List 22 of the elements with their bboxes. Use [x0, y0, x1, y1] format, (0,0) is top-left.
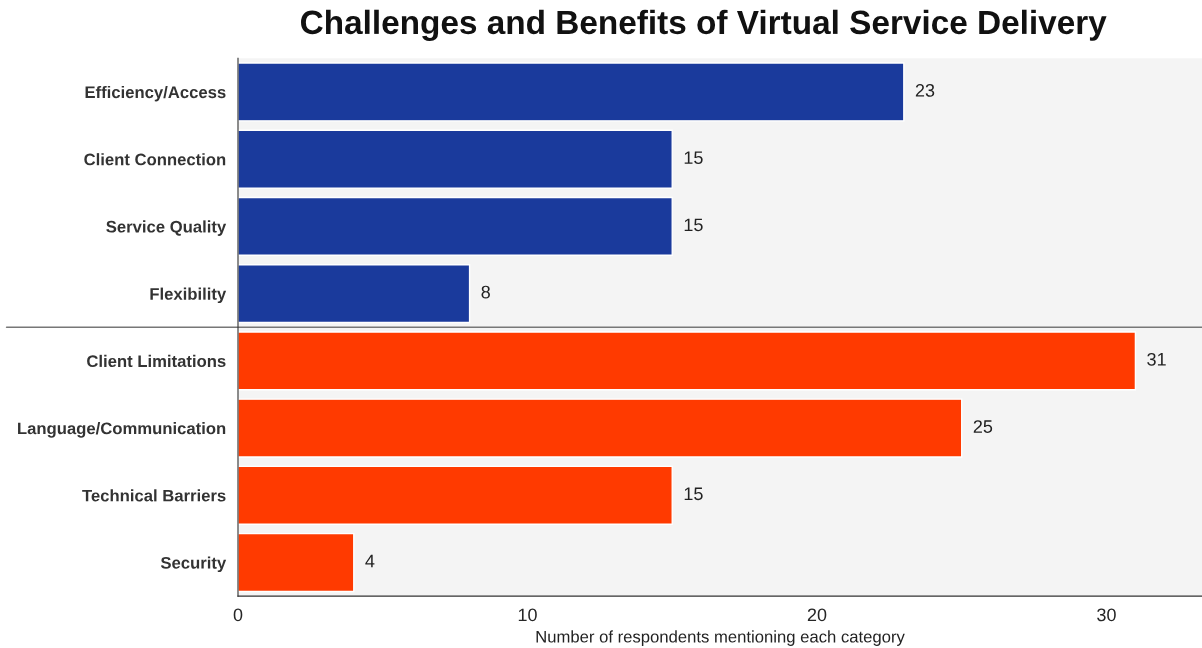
- x-tick-label: 20: [807, 608, 827, 622]
- y-tick-label: Service Quality: [106, 220, 227, 236]
- data-label: 15: [684, 487, 703, 501]
- x-axis-title: Number of respondents mentioning each category: [536, 630, 905, 646]
- y-tick-label: Client Connection: [84, 153, 226, 166]
- data-label: 15: [684, 151, 703, 165]
- data-label: 23: [915, 84, 935, 97]
- y-tick-label: Flexibility: [150, 287, 227, 304]
- data-label: 8: [481, 285, 490, 299]
- y-tick-label: Efficiency/Access: [85, 85, 226, 102]
- y-tick-label: Technical Barriers: [82, 489, 226, 502]
- x-tick-label: 10: [518, 608, 537, 622]
- data-label: 4: [365, 554, 375, 568]
- data-label: 15: [684, 218, 703, 232]
- x-tick-label: 30: [1097, 608, 1116, 622]
- y-tick-label: Language/Communication: [18, 422, 226, 438]
- x-tick-label: 0: [233, 608, 243, 622]
- data-label: 31: [1147, 352, 1166, 366]
- y-tick-label: Client Limitations: [87, 354, 226, 368]
- y-tick-label: Security: [160, 556, 227, 573]
- chart-title: Challenges and Benefits of Virtual Service Delivery: [301, 9, 1107, 41]
- data-label: 25: [973, 420, 993, 433]
